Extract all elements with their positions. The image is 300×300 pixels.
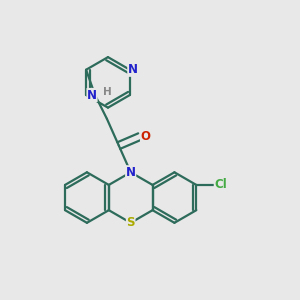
- Text: Cl: Cl: [214, 178, 227, 191]
- Text: H: H: [103, 87, 111, 97]
- Text: N: N: [126, 166, 136, 179]
- Text: S: S: [126, 216, 135, 229]
- Text: N: N: [128, 63, 138, 76]
- Text: N: N: [87, 88, 97, 101]
- Text: O: O: [140, 130, 151, 143]
